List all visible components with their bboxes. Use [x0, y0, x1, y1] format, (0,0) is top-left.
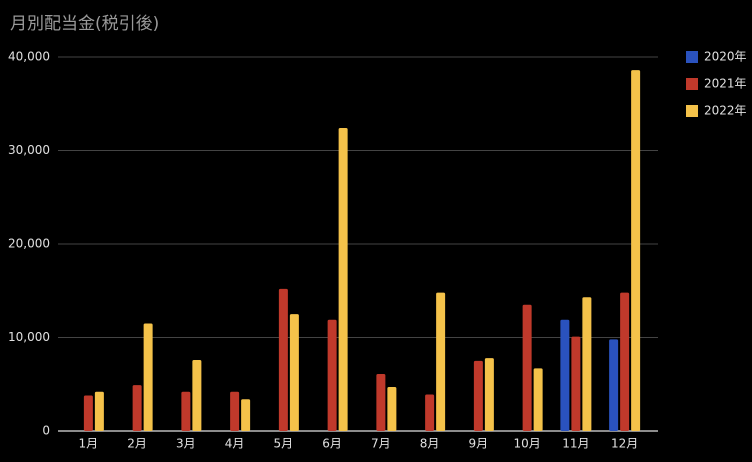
bar [143, 323, 153, 431]
bar [181, 391, 191, 431]
legend-swatch [686, 105, 698, 117]
bar [83, 395, 93, 431]
chart-title: 月別配当金(税引後) [10, 14, 159, 34]
bar [571, 336, 581, 431]
bar [241, 399, 251, 431]
bar [620, 292, 630, 431]
y-tick-label: 40,000 [8, 50, 50, 64]
bar [609, 339, 619, 431]
bar [436, 292, 446, 431]
x-tick-label: 8月 [420, 437, 440, 451]
bar [473, 360, 483, 431]
bar [289, 314, 299, 431]
bar [192, 359, 202, 431]
x-tick-label: 10月 [513, 437, 540, 451]
y-tick-label: 30,000 [8, 143, 50, 157]
bar [560, 319, 570, 431]
bar [425, 394, 435, 431]
y-tick-label: 0 [42, 424, 50, 438]
legend-label: 2021年 [704, 77, 747, 91]
bar [94, 391, 104, 431]
bar [327, 319, 337, 431]
x-tick-label: 5月 [274, 437, 294, 451]
legend-swatch [686, 51, 698, 63]
bar [484, 358, 494, 431]
bar [522, 304, 532, 431]
y-tick-label: 20,000 [8, 237, 50, 251]
y-tick-label: 10,000 [8, 330, 50, 344]
legend-label: 2020年 [704, 50, 747, 64]
bar [132, 385, 142, 431]
x-tick-label: 6月 [322, 437, 342, 451]
bar [376, 373, 386, 431]
bar [278, 288, 288, 431]
x-tick-label: 12月 [611, 437, 638, 451]
bar [338, 128, 348, 431]
bar [582, 297, 592, 431]
x-tick-label: 2月 [127, 437, 147, 451]
bar [230, 391, 240, 431]
x-tick-label: 4月 [225, 437, 245, 451]
bar [631, 70, 641, 431]
x-tick-label: 7月 [371, 437, 391, 451]
x-tick-label: 11月 [562, 437, 589, 451]
bar [387, 387, 397, 431]
bar [533, 368, 543, 431]
x-tick-label: 1月 [79, 437, 99, 451]
x-tick-label: 3月 [176, 437, 196, 451]
legend-swatch [686, 78, 698, 90]
x-tick-label: 9月 [469, 437, 489, 451]
legend-label: 2022年 [704, 104, 747, 118]
